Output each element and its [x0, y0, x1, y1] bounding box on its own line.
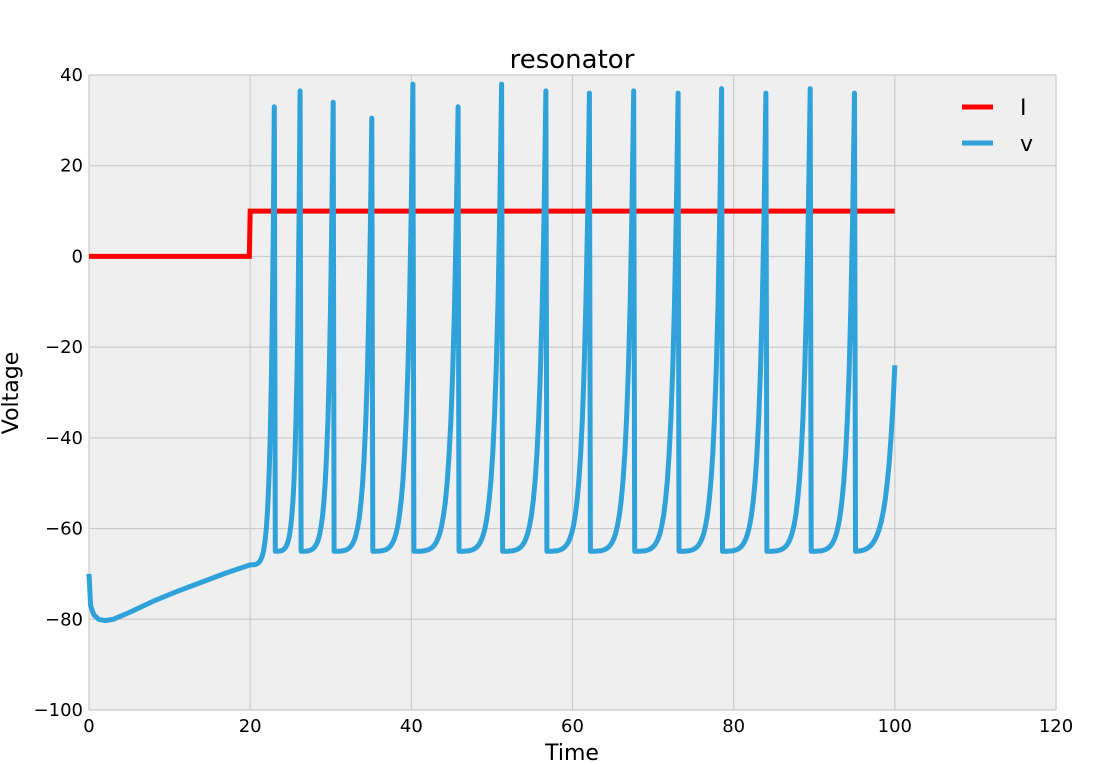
y-tick-label: 20 [60, 156, 83, 177]
x-tick-label: 0 [83, 716, 94, 737]
series-line-I [89, 208, 895, 259]
series-lines [86, 81, 898, 624]
x-tick-label: 120 [1039, 716, 1073, 737]
tick-labels: 0 20 40 60 80 100 120 −100 −80 −60 −40 −20 0 20 40 [34, 65, 1074, 737]
legend-label-I: I [1020, 96, 1027, 121]
legend: Iv [962, 96, 1033, 157]
x-axis-label: Time [544, 741, 599, 763]
x-tick-label: 80 [722, 716, 745, 737]
x-tick-label: 100 [878, 716, 912, 737]
legend-label-v: v [1020, 132, 1033, 157]
y-tick-label: −60 [45, 519, 83, 540]
y-tick-label: 0 [72, 246, 83, 267]
y-tick-label: −80 [45, 609, 83, 630]
x-tick-label: 40 [400, 716, 423, 737]
x-tick-label: 60 [561, 716, 584, 737]
y-tick-label: −100 [34, 700, 83, 721]
y-tick-label: −40 [45, 428, 83, 449]
y-axis-label: Voltage [0, 352, 24, 435]
chart-title: resonator [510, 45, 635, 75]
y-tick-label: 40 [60, 65, 83, 86]
y-tick-label: −20 [45, 337, 83, 358]
series-line-v [86, 81, 898, 624]
x-tick-label: 20 [239, 716, 262, 737]
